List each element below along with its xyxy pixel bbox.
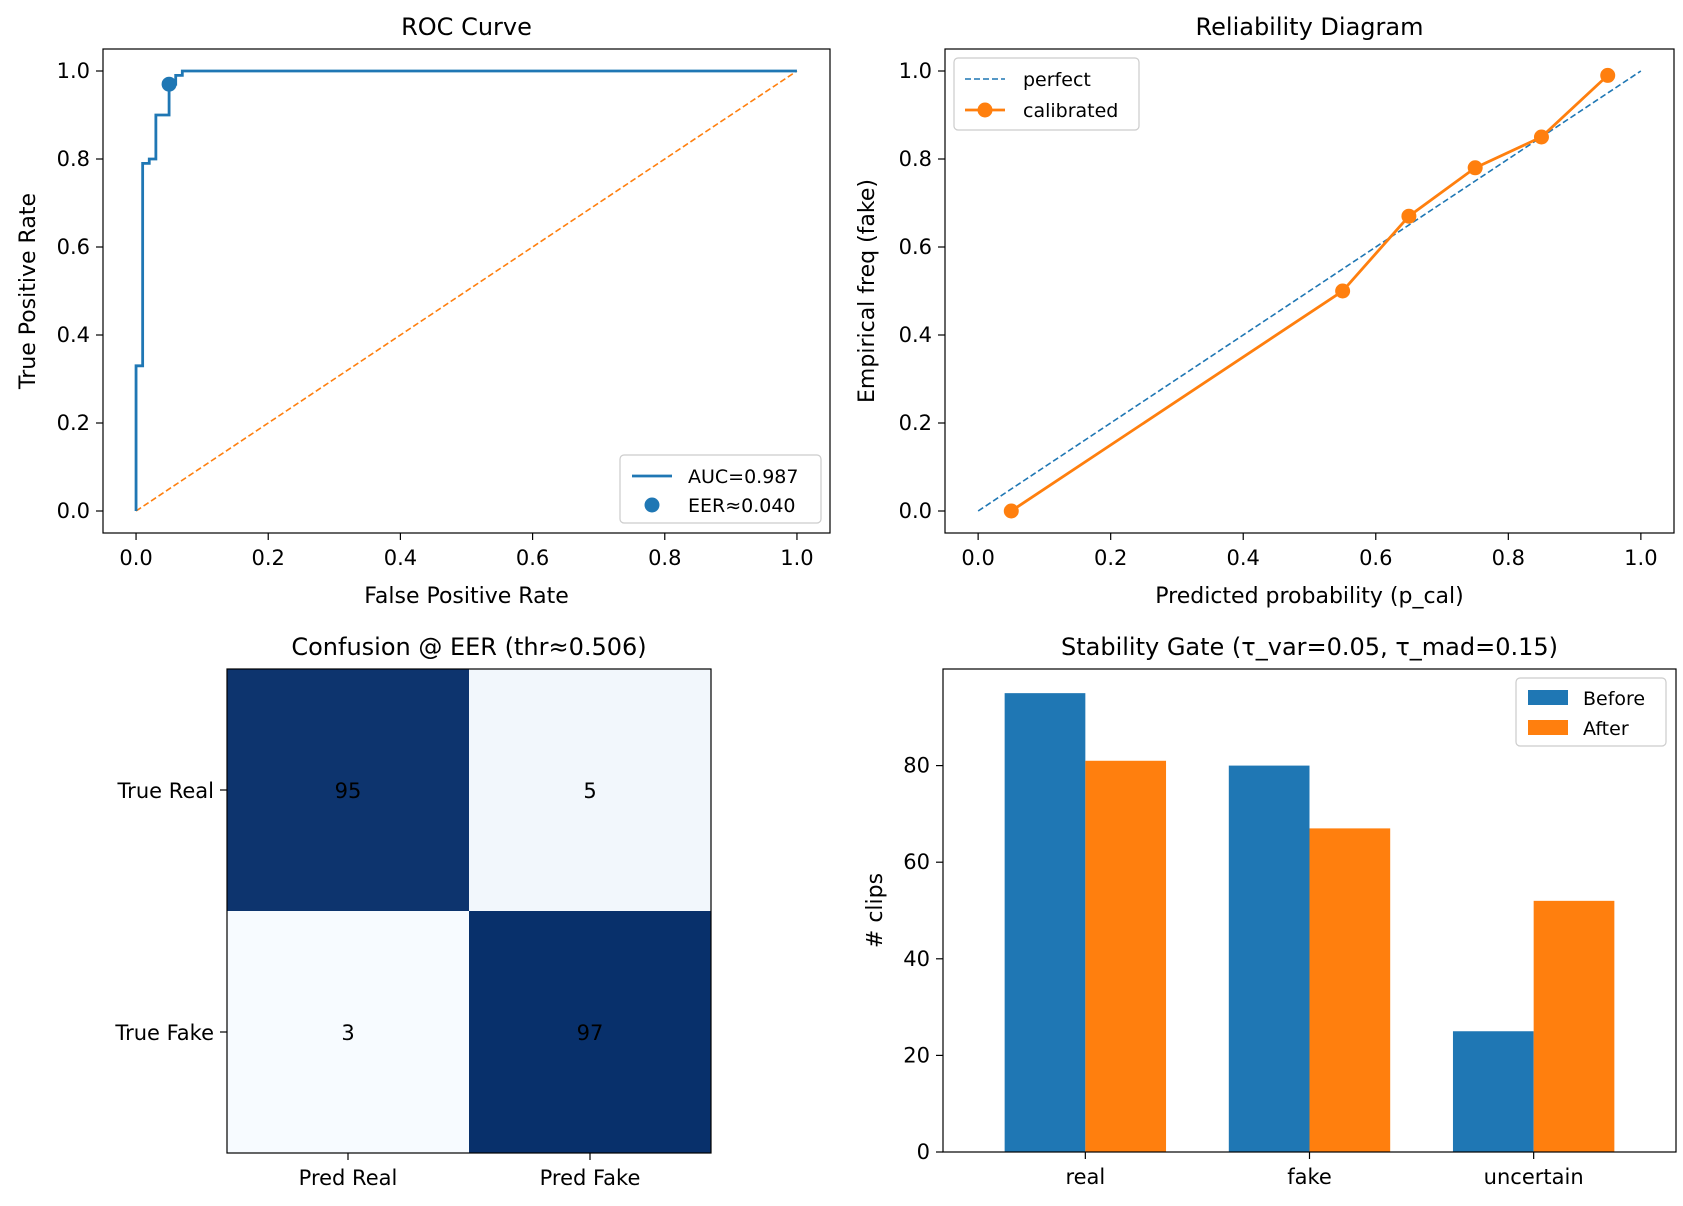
matrix-cell	[469, 669, 711, 911]
calibrated-marker	[1467, 160, 1483, 176]
plot-frame	[944, 48, 1675, 534]
x-tick-label: 0.6	[516, 546, 549, 570]
perfect-calibration-line	[977, 70, 1642, 512]
calibrated-marker	[1600, 67, 1616, 83]
eer-point	[161, 76, 177, 92]
calibrated-marker	[1401, 208, 1417, 224]
x-tick-label: 0.8	[648, 546, 681, 570]
calibrated-marker	[1533, 129, 1549, 145]
plot-frame	[942, 668, 1677, 1153]
chart-title: Reliability Diagram	[1196, 13, 1424, 41]
chart-title: Stability Gate (τ_var=0.05, τ_mad=0.15)	[1061, 633, 1558, 661]
y-tick-label: 1.0	[57, 59, 90, 83]
bar-after-uncertain	[1533, 900, 1615, 1152]
x-tick-label: real	[1065, 1165, 1105, 1189]
bar-before-uncertain	[1452, 1031, 1534, 1152]
roc-chart: 0.0 0.2 0.4 0.6 0.8 1.0 0.0 0.2 0.4 0.6 0.8 1.0 ROC …	[16, 13, 831, 609]
matrix-frame	[226, 668, 712, 1154]
bar-before-fake	[1228, 765, 1310, 1152]
y-axis-label: True Positive Rate	[16, 193, 41, 390]
matrix-cell-value: 3	[341, 1021, 354, 1045]
y-tick-label: True Real	[116, 779, 214, 803]
x-tick-label: Pred Fake	[540, 1166, 641, 1190]
y-tick-label: True Fake	[114, 1021, 214, 1045]
y-tick-label: 80	[903, 754, 930, 778]
x-tick-label: 1.0	[1624, 546, 1657, 570]
legend-label: AUC=0.987	[688, 466, 798, 488]
matrix-cell-value: 5	[583, 779, 596, 803]
legend-label: calibrated	[1023, 100, 1118, 122]
x-tick-label: fake	[1287, 1165, 1332, 1189]
matrix-cell	[227, 669, 469, 911]
y-axis-label: # clips	[863, 873, 888, 948]
legend-box	[953, 57, 1140, 131]
x-tick-label: 0.6	[1359, 546, 1392, 570]
x-tick-label: 0.4	[384, 546, 417, 570]
stability-gate-chart: real fake uncertain 0 20 40 60 80 Stability Gate…	[863, 633, 1677, 1189]
x-tick-label: uncertain	[1484, 1165, 1584, 1189]
matrix-cell	[469, 911, 711, 1153]
legend-marker-swatch	[977, 102, 993, 118]
matrix-cell-value: 97	[577, 1021, 604, 1045]
y-tick-label: 0.8	[57, 147, 90, 171]
legend-swatch	[1528, 720, 1568, 735]
bar-after-fake	[1309, 828, 1391, 1152]
chance-diagonal-line	[135, 70, 798, 512]
chart-title: Confusion @ EER (thr≈0.506)	[291, 633, 646, 661]
legend-label: Before	[1583, 688, 1645, 710]
calibrated-marker	[1003, 503, 1019, 519]
x-tick-label: 0.4	[1227, 546, 1260, 570]
chart-title: ROC Curve	[401, 13, 532, 41]
bar-after-real	[1085, 760, 1167, 1152]
y-tick-label: 0.8	[899, 147, 932, 171]
matrix-cell	[227, 911, 469, 1153]
bar-before-real	[1004, 693, 1086, 1152]
legend-label: After	[1583, 718, 1629, 740]
x-tick-label: Pred Real	[299, 1166, 398, 1190]
x-tick-label: 0.0	[119, 546, 152, 570]
y-tick-label: 0.4	[899, 323, 932, 347]
y-tick-label: 0.2	[57, 411, 90, 435]
legend-box	[619, 454, 822, 524]
y-tick-label: 0.6	[899, 235, 932, 259]
x-tick-label: 0.8	[1492, 546, 1525, 570]
legend-swatch	[1528, 690, 1568, 705]
y-axis-label: Empirical freq (fake)	[855, 179, 880, 403]
calibrated-line	[1010, 74, 1609, 513]
confusion-matrix: 95 5 3 97 Pred Real Pred Fake True Real True Fa…	[114, 633, 712, 1190]
y-tick-label: 20	[903, 1043, 930, 1067]
matrix-cell-value: 95	[335, 779, 362, 803]
x-axis-label: Predicted probability (p_cal)	[1155, 584, 1463, 609]
x-tick-label: 0.2	[252, 546, 285, 570]
y-tick-label: 1.0	[899, 59, 932, 83]
x-axis-label: False Positive Rate	[364, 584, 568, 609]
y-tick-label: 0.0	[899, 499, 932, 523]
reliability-chart: 0.0 0.2 0.4 0.6 0.8 1.0 0.0 0.2 0.4 0.6 0.8 1.0 Reli…	[855, 13, 1675, 609]
x-tick-label: 1.0	[780, 546, 813, 570]
calibrated-marker	[1335, 283, 1351, 299]
y-tick-label: 60	[903, 850, 930, 874]
roc-curve-line	[134, 69, 797, 511]
y-tick-label: 0.6	[57, 235, 90, 259]
legend-label: EER≈0.040	[688, 495, 796, 517]
x-tick-label: 0.0	[961, 546, 994, 570]
y-tick-label: 0	[917, 1140, 930, 1164]
legend-point-swatch	[644, 497, 660, 513]
y-tick-label: 0.4	[57, 323, 90, 347]
y-tick-label: 0.2	[899, 411, 932, 435]
y-tick-label: 40	[903, 947, 930, 971]
y-tick-label: 0.0	[57, 499, 90, 523]
plot-frame	[102, 48, 831, 534]
legend-label: perfect	[1023, 69, 1091, 91]
x-tick-label: 0.2	[1094, 546, 1127, 570]
